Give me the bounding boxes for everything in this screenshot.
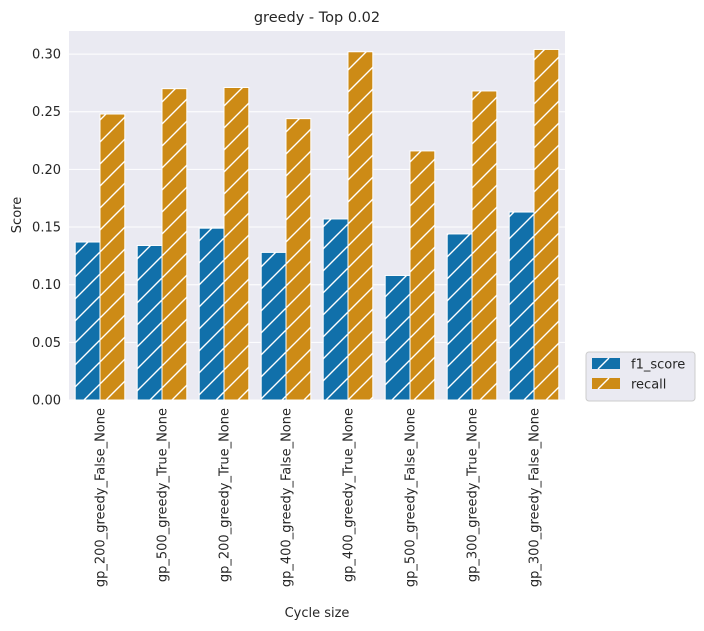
bar-hatch <box>136 244 163 401</box>
bar-hatch <box>223 87 250 401</box>
x-tick-label: gp_300_greedy_False_None <box>528 408 543 587</box>
x-tick-label: gp_400_greedy_False_None <box>280 408 295 587</box>
y-tick-label: 0.10 <box>32 278 61 293</box>
legend-item-f1_score: f1_score <box>592 358 685 373</box>
x-tick-label: gp_300_greedy_True_None <box>466 408 481 582</box>
bar-f1_score <box>322 218 349 401</box>
x-tick-label: gp_500_greedy_False_None <box>404 408 419 587</box>
legend-label: recall <box>631 378 666 393</box>
bar-hatch <box>508 211 535 401</box>
bar-hatch <box>471 90 498 401</box>
bar-hatch <box>161 88 188 401</box>
bar-hatch <box>533 48 560 401</box>
bar-hatch <box>347 51 374 401</box>
bar-recall <box>223 87 250 401</box>
legend-swatch-hatch <box>597 357 610 370</box>
x-axis-ticks: gp_200_greedy_False_None gp_500_greedy_Tr… <box>94 408 543 587</box>
bar-f1_score <box>446 233 473 401</box>
x-tick-label: gp_500_greedy_True_None <box>156 408 171 582</box>
bar-recall <box>409 150 436 401</box>
bar-recall <box>161 88 188 401</box>
bar-f1_score <box>198 227 225 401</box>
bar-hatch <box>446 233 473 401</box>
bar-hatch <box>99 113 126 401</box>
legend-label: f1_score <box>631 358 685 373</box>
y-axis-label: Score <box>10 197 25 233</box>
bar-hatch <box>409 150 436 401</box>
bar-hatch <box>74 241 101 401</box>
y-axis-ticks: 0.00 0.05 0.10 0.15 0.20 0.25 0.30 <box>32 48 61 409</box>
x-tick-label: gp_200_greedy_False_None <box>94 408 109 587</box>
bar-f1_score <box>508 211 535 401</box>
bar-hatch <box>384 274 411 401</box>
y-tick-label: 0.25 <box>32 105 61 120</box>
x-axis-label: Cycle size <box>285 606 350 621</box>
bars <box>74 48 560 401</box>
y-tick-label: 0.00 <box>32 394 61 409</box>
bar-f1_score <box>136 244 163 401</box>
x-tick-label: gp_200_greedy_True_None <box>218 408 233 582</box>
y-tick-label: 0.15 <box>32 221 61 236</box>
bar-hatch <box>260 251 287 401</box>
bar-recall <box>533 48 560 401</box>
bar-recall <box>347 51 374 401</box>
legend-swatch-hatch <box>597 377 610 390</box>
bar-f1_score <box>74 241 101 401</box>
bar-hatch <box>285 118 312 401</box>
y-tick-label: 0.20 <box>32 163 61 178</box>
bar-f1_score <box>384 274 411 401</box>
chart-title: greedy - Top 0.02 <box>254 10 380 26</box>
bar-hatch <box>322 218 349 401</box>
bar-recall <box>471 90 498 401</box>
y-tick-label: 0.05 <box>32 336 61 351</box>
legend-swatch <box>592 378 620 389</box>
legend-swatch <box>592 358 620 369</box>
x-tick-label: gp_400_greedy_True_None <box>342 408 357 582</box>
legend-item-recall: recall <box>592 378 666 393</box>
y-tick-label: 0.30 <box>32 48 61 63</box>
bar-recall <box>99 113 126 401</box>
bar-hatch <box>198 227 225 401</box>
bar-f1_score <box>260 251 287 401</box>
bar-recall <box>285 118 312 401</box>
